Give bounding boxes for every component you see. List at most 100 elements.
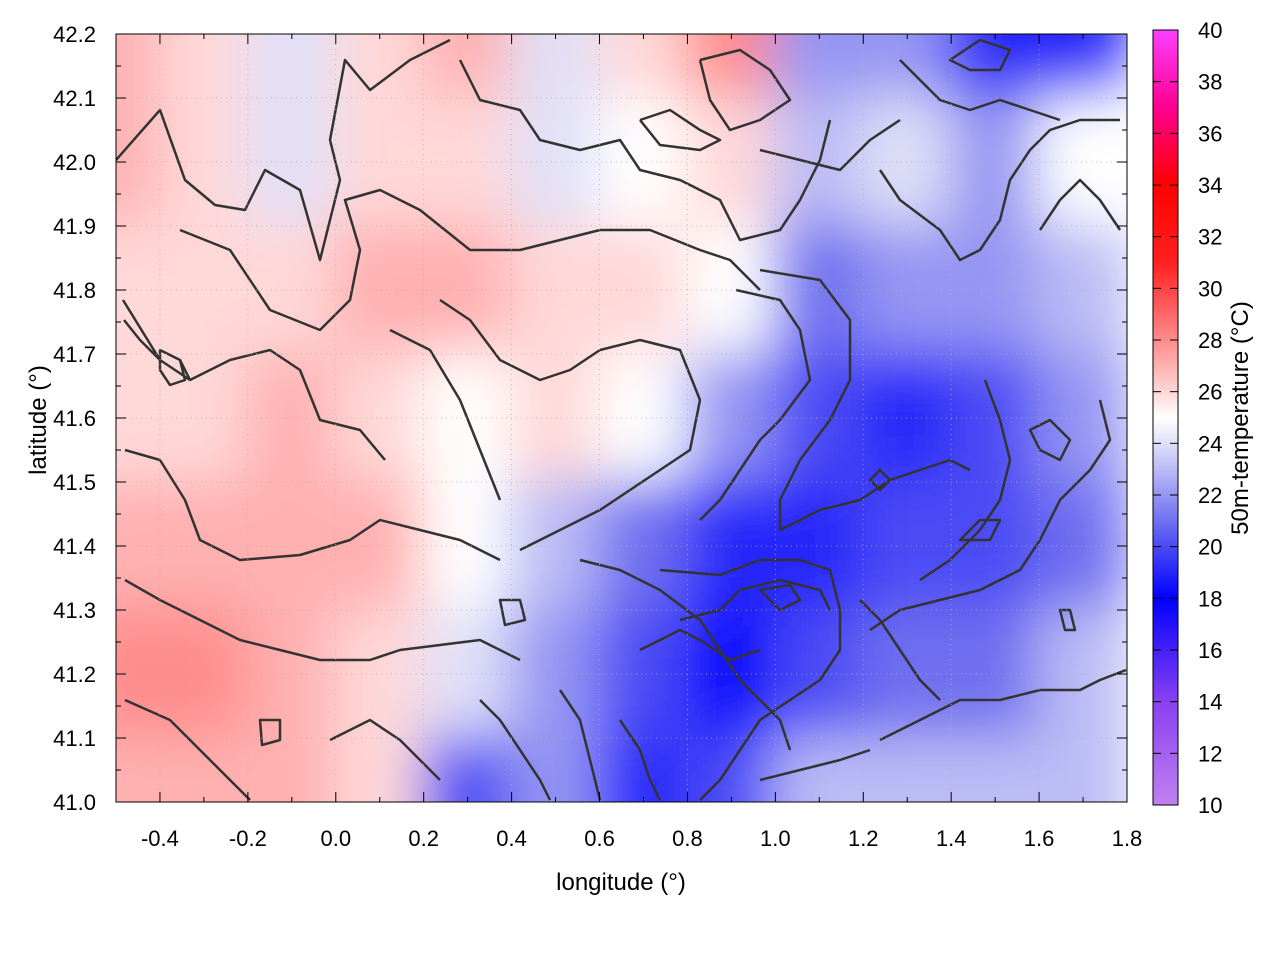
heatmap-cell	[861, 224, 954, 356]
x-tick-label: 1.6	[1024, 826, 1055, 851]
x-tick-label: -0.4	[141, 826, 179, 851]
heatmap-cell	[1037, 608, 1127, 740]
colorbar-tick-label: 20	[1198, 535, 1222, 560]
x-tick-label: 0.2	[408, 826, 439, 851]
heatmap-cell	[421, 480, 514, 612]
x-tick-label: 0.6	[584, 826, 615, 851]
heatmap-cell	[949, 352, 1042, 484]
heatmap-cell	[861, 736, 954, 802]
heatmap-cell	[861, 480, 954, 612]
heatmap-cell	[421, 96, 514, 228]
heatmap-cell	[157, 224, 250, 356]
heatmap-cell	[333, 352, 426, 484]
colorbar-tick-label: 10	[1198, 793, 1222, 818]
colorbar-tick-label: 18	[1198, 586, 1222, 611]
colorbar	[1152, 29, 1179, 806]
colorbar-tick-label: 22	[1198, 483, 1222, 508]
y-tick-label: 41.8	[53, 278, 96, 303]
heatmap-cell	[157, 480, 250, 612]
heatmap-cell	[1037, 480, 1127, 612]
y-tick-label: 41.9	[53, 214, 96, 239]
y-tick-label: 42.2	[53, 22, 96, 47]
colorbar-tick-label: 34	[1198, 173, 1222, 198]
heatmap-cell	[861, 96, 954, 228]
y-tick-label: 41.1	[53, 726, 96, 751]
contour-lines	[116, 38, 1127, 801]
heatmap-cell	[333, 34, 426, 100]
heatmap-cell	[333, 480, 426, 612]
heatmap-cell	[509, 608, 602, 740]
x-tick-label: 1.4	[936, 826, 967, 851]
heatmap-cell	[773, 608, 866, 740]
heatmap-cell	[333, 224, 426, 356]
heatmap-cell	[509, 224, 602, 356]
heatmap-cell	[421, 736, 514, 802]
x-axis-label: longitude (°)	[556, 869, 686, 896]
heatmap-cell	[685, 34, 778, 100]
y-tick-label: 41.0	[53, 790, 96, 815]
x-tick-label: 0.8	[672, 826, 703, 851]
heatmap-cell	[1037, 224, 1127, 356]
heatmap-cell	[949, 224, 1042, 356]
heatmap-cell	[421, 224, 514, 356]
colorbar-tick-label: 24	[1198, 431, 1222, 456]
heatmap-cell	[157, 736, 250, 802]
colorbar-tick-label: 40	[1198, 18, 1222, 43]
y-tick-label: 41.4	[53, 534, 96, 559]
colorbar-ticks: 10 12 14 16 18 20 22 24 26 28 30 32 34 36 38 40	[1153, 18, 1222, 818]
heatmap-cell	[1037, 34, 1127, 100]
heatmap-cell	[116, 34, 162, 100]
x-tick-label: 0.4	[496, 826, 527, 851]
y-tick-label: 41.2	[53, 662, 96, 687]
y-tick-label: 41.5	[53, 470, 96, 495]
colorbar-tick-label: 32	[1198, 225, 1222, 250]
heatmap-cell	[597, 736, 690, 802]
x-tick-label: 1.0	[760, 826, 791, 851]
heatmap-cell	[157, 608, 250, 740]
heatmap-cell	[509, 480, 602, 612]
heatmap-cell	[685, 736, 778, 802]
heatmap-cell	[949, 96, 1042, 228]
colorbar-tick-label: 14	[1198, 690, 1222, 715]
heatmap-cell	[597, 608, 690, 740]
x-axis-ticks: -0.4 -0.2 0.0 0.2 0.4 0.6 0.8 1.0 1.2 1.4 1.6 1.8	[141, 34, 1142, 851]
y-tick-label: 42.0	[53, 150, 96, 175]
y-tick-label: 41.6	[53, 406, 96, 431]
colorbar-tick-label: 16	[1198, 638, 1222, 663]
x-tick-label: 1.2	[848, 826, 879, 851]
colorbar-tick-label: 26	[1198, 380, 1222, 405]
y-tick-label: 42.1	[53, 86, 96, 111]
heatmap-cell	[245, 34, 338, 100]
heatmap-cell	[509, 34, 602, 100]
heatmap-cell	[949, 608, 1042, 740]
heatmap-cell	[1037, 736, 1127, 802]
heatmap-cell	[597, 34, 690, 100]
y-tick-label: 41.7	[53, 342, 96, 367]
colorbar-tick-label: 12	[1198, 741, 1222, 766]
colorbar-label: 50m-temperature (°C)	[1227, 301, 1254, 535]
colorbar-tick-label: 38	[1198, 70, 1222, 95]
heatmap-cell	[333, 608, 426, 740]
grid-lines	[116, 34, 1127, 802]
heatmap-cell	[421, 34, 514, 100]
heatmap-cell	[861, 34, 954, 100]
heatmap-cell	[597, 224, 690, 356]
heatmap-cell	[157, 96, 250, 228]
heatmap-cell	[116, 736, 162, 802]
x-tick-label: -0.2	[229, 826, 267, 851]
y-tick-label: 41.3	[53, 598, 96, 623]
heatmap-cell	[949, 736, 1042, 802]
heatmap-cell	[773, 34, 866, 100]
colorbar-tick-label: 28	[1198, 328, 1222, 353]
y-axis-label: latitude (°)	[25, 365, 52, 475]
heatmap-cell	[1037, 352, 1127, 484]
heatmap-cell	[245, 736, 338, 802]
y-axis-ticks: 41.0 41.1 41.2 41.3 41.4 41.5 41.6 41.7 41.8 41.9…	[53, 22, 1127, 815]
x-tick-label: 0.0	[320, 826, 351, 851]
colorbar-tick-label: 36	[1198, 121, 1222, 146]
x-tick-label: 1.8	[1112, 826, 1143, 851]
heatmap-cell	[157, 34, 250, 100]
heatmap-cell	[333, 736, 426, 802]
colorbar-tick-label: 30	[1198, 276, 1222, 301]
